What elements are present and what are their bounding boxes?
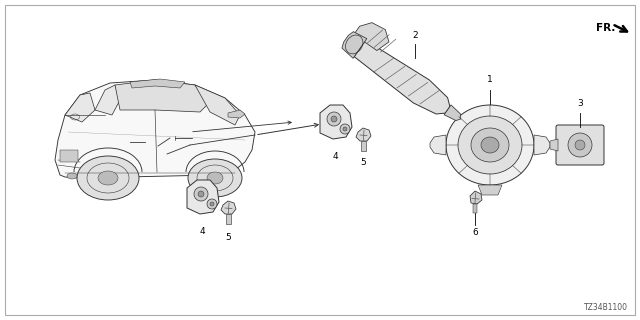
Polygon shape (550, 139, 558, 151)
Circle shape (331, 116, 337, 122)
Text: 4: 4 (332, 152, 338, 161)
Bar (361, 141, 366, 151)
Ellipse shape (481, 137, 499, 153)
Polygon shape (444, 105, 461, 121)
Polygon shape (228, 110, 245, 118)
Polygon shape (95, 85, 120, 115)
Text: 4: 4 (199, 227, 205, 236)
Text: 1: 1 (487, 75, 493, 84)
Polygon shape (354, 40, 450, 114)
Ellipse shape (458, 116, 522, 174)
Text: 2: 2 (412, 31, 418, 40)
Circle shape (327, 112, 341, 126)
Polygon shape (356, 128, 371, 141)
Polygon shape (195, 85, 240, 125)
Circle shape (575, 140, 585, 150)
Circle shape (568, 133, 592, 157)
Polygon shape (534, 135, 550, 155)
Polygon shape (55, 80, 255, 178)
Polygon shape (470, 191, 482, 204)
Text: TZ34B1100: TZ34B1100 (584, 303, 628, 312)
Polygon shape (430, 135, 446, 155)
Ellipse shape (67, 173, 77, 179)
Ellipse shape (77, 156, 139, 200)
Text: 6: 6 (472, 228, 478, 237)
Text: 5: 5 (225, 233, 231, 242)
Bar (226, 214, 231, 224)
Circle shape (198, 191, 204, 197)
Polygon shape (354, 23, 389, 51)
FancyBboxPatch shape (556, 125, 604, 165)
Ellipse shape (471, 128, 509, 162)
Polygon shape (342, 32, 367, 58)
Bar (473, 204, 477, 213)
Polygon shape (187, 180, 219, 214)
Bar (60, 150, 78, 162)
Polygon shape (478, 185, 502, 195)
Ellipse shape (188, 159, 242, 197)
Text: 3: 3 (577, 99, 583, 108)
Circle shape (194, 187, 208, 201)
Circle shape (210, 202, 214, 206)
Polygon shape (115, 80, 210, 112)
Circle shape (207, 199, 217, 209)
Polygon shape (130, 79, 185, 88)
Text: FR.: FR. (596, 23, 616, 33)
Ellipse shape (446, 105, 534, 185)
Circle shape (343, 127, 347, 131)
Ellipse shape (98, 171, 118, 185)
Ellipse shape (207, 172, 223, 184)
Polygon shape (320, 105, 352, 139)
Polygon shape (65, 93, 95, 122)
Circle shape (340, 124, 350, 134)
Text: 5: 5 (360, 158, 366, 167)
Polygon shape (221, 201, 236, 214)
